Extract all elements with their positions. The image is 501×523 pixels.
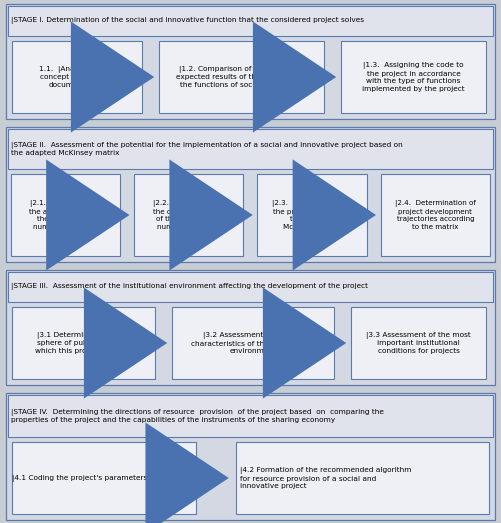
FancyBboxPatch shape (134, 174, 243, 256)
FancyBboxPatch shape (8, 395, 493, 437)
FancyBboxPatch shape (6, 393, 495, 520)
Text: |4.1 Coding the project's parameters: |4.1 Coding the project's parameters (12, 474, 147, 482)
Text: |3.2 Assessment of specific
characteristics of the institutional
environment: |3.2 Assessment of specific characterist… (191, 332, 315, 354)
FancyBboxPatch shape (6, 127, 495, 262)
Text: |STAGE II.  Assessment of the potential for the implementation of a social and i: |STAGE II. Assessment of the potential f… (11, 142, 403, 156)
FancyBboxPatch shape (235, 442, 489, 514)
FancyBboxPatch shape (159, 41, 324, 113)
FancyBboxPatch shape (12, 41, 142, 113)
FancyBboxPatch shape (11, 174, 120, 256)
Text: |4.2 Formation of the recommended algorithm
for resource provision of a social a: |4.2 Formation of the recommended algori… (239, 467, 411, 489)
FancyBboxPatch shape (12, 307, 155, 379)
Text: |3.3 Assessment of the most
important institutional
conditions for projects: |3.3 Assessment of the most important in… (366, 332, 471, 354)
FancyBboxPatch shape (6, 4, 495, 119)
FancyBboxPatch shape (12, 442, 195, 514)
FancyBboxPatch shape (172, 307, 334, 379)
FancyBboxPatch shape (8, 129, 493, 169)
FancyBboxPatch shape (8, 272, 493, 302)
FancyBboxPatch shape (258, 174, 367, 256)
Text: |2.2.  Assessment of
the competitiveness
of the project by a
number of criteria: |2.2. Assessment of the competitiveness … (153, 200, 225, 230)
Text: |2.4.  Determination of
project development
trajectories according
to the matrix: |2.4. Determination of project developme… (395, 200, 476, 230)
Text: 1.1.  |Analysis of the
concept and project
documentation: 1.1. |Analysis of the concept and projec… (39, 66, 115, 88)
FancyBboxPatch shape (351, 307, 486, 379)
FancyBboxPatch shape (6, 270, 495, 385)
Text: |STAGE III.  Assessment of the institutional environment affecting the developme: |STAGE III. Assessment of the institutio… (11, 283, 368, 290)
FancyBboxPatch shape (381, 174, 490, 256)
Text: |1.3.  Assigning the code to
the project in accordance
with the type of function: |1.3. Assigning the code to the project … (362, 62, 465, 92)
Text: |1.2. Comparison of the goals and
expected results of the project with
the funct: |1.2. Comparison of the goals and expect… (176, 66, 307, 88)
FancyBboxPatch shape (8, 6, 493, 36)
Text: |2.3.  Determination of
the project position in
the adapted
McKinsey matrix: |2.3. Determination of the project posit… (272, 200, 353, 230)
Text: |STAGE IV.  Determining the directions of resource  provision  of the project ba: |STAGE IV. Determining the directions of… (11, 409, 384, 423)
Text: |3.1 Determination of the
sphere of public goods to
which this project belongs: |3.1 Determination of the sphere of publ… (36, 332, 132, 354)
FancyBboxPatch shape (341, 41, 486, 113)
Text: |STAGE I. Determination of the social and innovative function that the considere: |STAGE I. Determination of the social an… (11, 17, 364, 25)
Text: |2.1.  Assessment of
the attractiveness of
the project by a
number of criteria: |2.1. Assessment of the attractiveness o… (29, 200, 102, 230)
